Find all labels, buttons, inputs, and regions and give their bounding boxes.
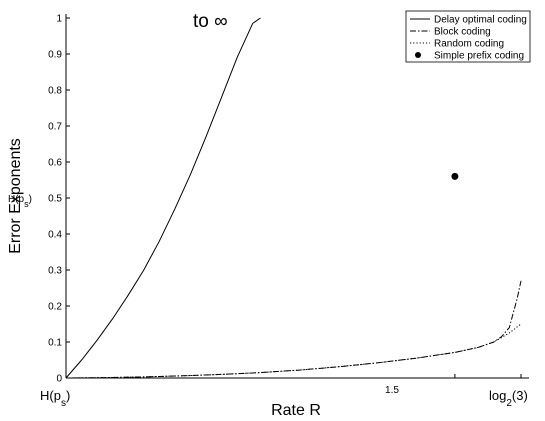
x-axis-title: Rate R — [271, 402, 321, 419]
series-layer — [65, 17, 522, 379]
x-start-end: ) — [66, 388, 70, 403]
y-tick-label: 0.1 — [48, 338, 62, 349]
block-coding-line — [65, 280, 522, 379]
legend-label: Random coding — [434, 39, 504, 50]
y-tick-label: 0.6 — [48, 158, 62, 169]
x-start-base: H(p — [40, 388, 61, 403]
delay-optimal-coding-line — [65, 17, 261, 379]
y-tick-label: 0.2 — [48, 302, 62, 313]
x-start-label: H(ps) — [40, 388, 70, 409]
legend-label: Simple prefix coding — [434, 51, 524, 62]
y-special-base: H(p — [8, 194, 25, 205]
y-axis-title: Error Exponents — [7, 138, 24, 254]
legend-label: Delay optimal coding — [434, 15, 527, 26]
y-tick-label: 0.3 — [48, 266, 62, 277]
legend-label: Block coding — [434, 27, 491, 38]
y-tick-label: 0.5 — [48, 194, 62, 205]
infinity-annotation: to ∞ — [193, 11, 228, 32]
prefix-coding-point — [451, 172, 459, 180]
y-special-label: H(ps) — [8, 194, 32, 209]
legend-marker — [415, 52, 421, 58]
y-special-sub: s — [24, 199, 29, 209]
y-ticks: 0 0.1 0.2 0.3 0.4 0.5 0.6 0.7 0.8 0.9 1 — [48, 14, 70, 385]
x-end-sub: 2 — [506, 398, 512, 409]
y-tick-label: 0.8 — [48, 86, 62, 97]
y-tick-label: 0.9 — [48, 50, 62, 61]
x-middle-label: 1.5 — [385, 385, 399, 396]
x-end-label: log2(3) — [489, 388, 528, 409]
x-start-sub: s — [61, 398, 66, 409]
x-end-base: log — [489, 388, 506, 403]
y-special-end: ) — [29, 194, 32, 205]
y-tick-label: 0 — [56, 374, 62, 385]
random-coding-line — [65, 323, 522, 379]
y-tick-label: 0.4 — [48, 230, 62, 241]
x-end-end: (3) — [512, 388, 528, 403]
plot-area: 0 0.1 0.2 0.3 0.4 0.5 0.6 0.7 0.8 0.9 1 — [48, 14, 529, 385]
y-tick-label: 1 — [56, 14, 62, 25]
y-tick-label: 0.7 — [48, 122, 62, 133]
